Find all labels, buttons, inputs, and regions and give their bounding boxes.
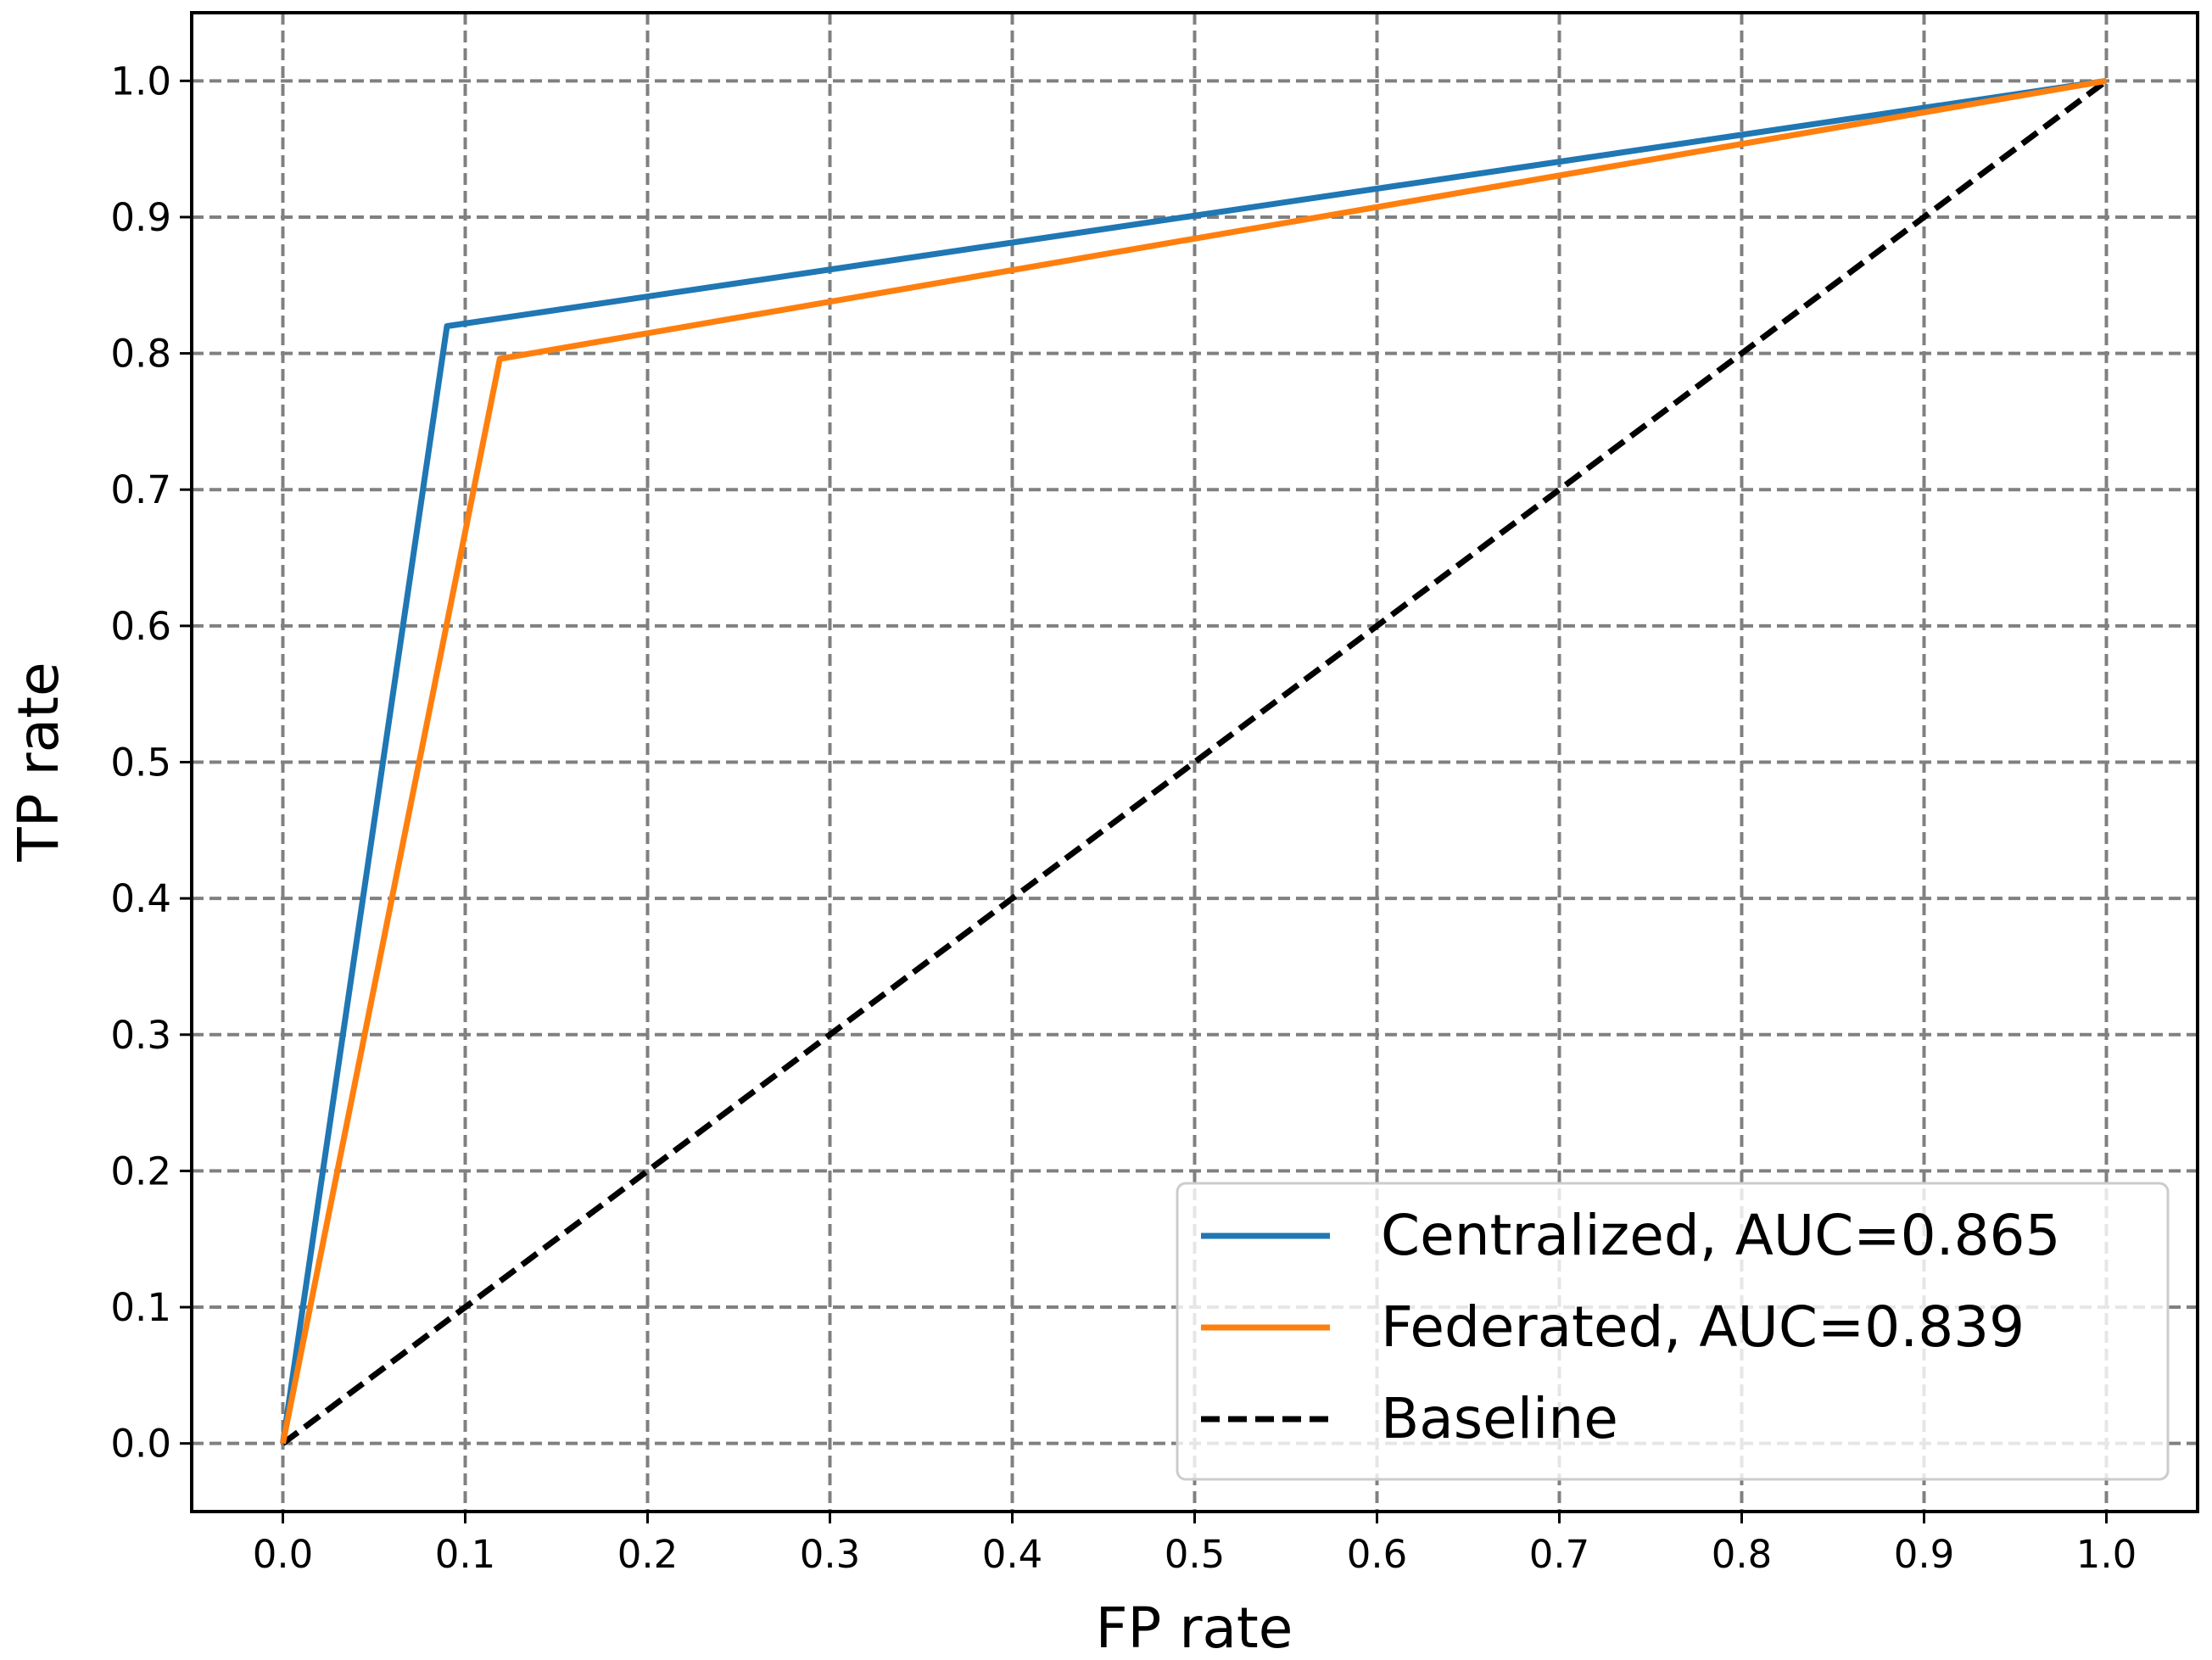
- legend-label-2: Baseline: [1381, 1386, 1618, 1451]
- x-axis-ticks: 0.0 0.1 0.2 0.3 0.4 0.5 0.6 0.7 0.8 0.9 1.0: [253, 1512, 2137, 1577]
- x-tick-label: 0.3: [800, 1532, 861, 1577]
- x-tick-label: 0.0: [253, 1532, 314, 1577]
- y-tick-label: 0.5: [110, 741, 171, 785]
- x-tick-label: 0.2: [617, 1532, 679, 1577]
- x-tick-label: 0.8: [1712, 1532, 1773, 1577]
- y-tick-label: 1.0: [110, 59, 171, 103]
- y-tick-label: 0.3: [110, 1013, 171, 1058]
- series-lines: [280, 77, 2109, 1446]
- legend-box: [1176, 1182, 2170, 1481]
- legend: Centralized, AUC=0.865 Federated, AUC=0.8…: [1176, 1182, 2170, 1481]
- y-tick-label: 0.6: [110, 604, 171, 649]
- y-tick-label: 0.8: [110, 332, 171, 377]
- y-tick-label: 0.2: [110, 1149, 171, 1193]
- y-axis-label: TP rate: [6, 662, 71, 862]
- y-tick-label: 0.4: [110, 876, 171, 921]
- y-tick-label: 0.7: [110, 467, 171, 512]
- y-tick-label: 0.9: [110, 195, 171, 240]
- y-axis-ticks: 0.0 0.1 0.2 0.3 0.4 0.5 0.6 0.7 0.8 0.9 1.0: [110, 59, 192, 1467]
- legend-label-0: Centralized, AUC=0.865: [1381, 1203, 2061, 1268]
- y-tick-label: 0.1: [110, 1285, 171, 1330]
- series-line-0: [280, 77, 2108, 1445]
- x-axis-label: FP rate: [1096, 1596, 1293, 1660]
- x-tick-label: 1.0: [2076, 1532, 2137, 1577]
- x-tick-label: 0.4: [982, 1532, 1043, 1577]
- x-tick-label: 0.7: [1529, 1532, 1590, 1577]
- x-tick-label: 0.6: [1347, 1532, 1408, 1577]
- x-tick-label: 0.1: [435, 1532, 496, 1577]
- y-tick-label: 0.0: [110, 1422, 171, 1467]
- x-tick-label: 0.5: [1165, 1532, 1226, 1577]
- series-line-1: [280, 77, 2108, 1445]
- legend-label-1: Federated, AUC=0.839: [1381, 1294, 2025, 1360]
- x-tick-label: 0.9: [1894, 1532, 1955, 1577]
